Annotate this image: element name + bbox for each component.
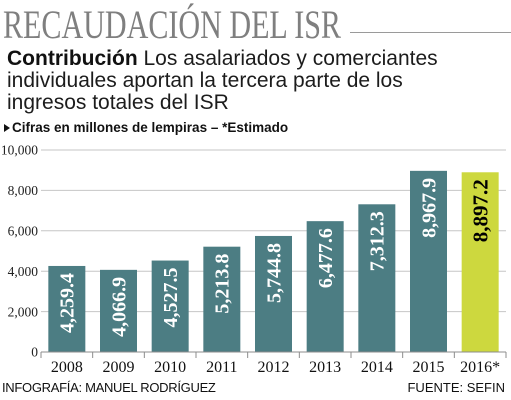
y-tick-label-0: 0 — [31, 345, 38, 360]
chart-title: RECAUDACIÓN DEL ISR — [3, 2, 341, 46]
bar-2014 — [358, 204, 396, 352]
y-tick-label-8000: 8,000 — [8, 183, 39, 198]
x-tick-label-2008: 2008 — [51, 359, 83, 376]
y-tick-label-10000: 10,000 — [1, 143, 38, 158]
bar-2010 — [151, 260, 189, 352]
x-tick-label-2014: 2014 — [361, 359, 393, 376]
x-tick-label-2009: 2009 — [103, 359, 135, 376]
bar-2015 — [410, 170, 447, 352]
x-tick-label-2012: 2012 — [258, 359, 290, 376]
data-label-2011: 5,213.8 — [212, 254, 234, 314]
x-tick-label-2011: 2011 — [206, 359, 237, 376]
bar-2009 — [100, 269, 137, 352]
units-note: Cifras en millones de lempiras – *Estima… — [4, 120, 288, 136]
bar-2008 — [48, 265, 86, 352]
bar-2012 — [255, 235, 292, 352]
x-tick-label-2015: 2015 — [413, 359, 445, 376]
data-label-2015: 8,967.9 — [418, 178, 440, 238]
y-tick-label-6000: 6,000 — [8, 224, 39, 239]
data-label-2012: 5,744.8 — [263, 243, 285, 303]
source-credit: FUENTE: SEFIN — [407, 380, 505, 395]
subtitle-lead: Contribución — [7, 47, 138, 70]
triangle-right-icon — [4, 124, 10, 132]
footer: INFOGRAFÍA: MANUEL RODRÍGUEZ FUENTE: SEF… — [2, 380, 505, 396]
data-label-2008: 4,259.4 — [57, 273, 79, 333]
x-tick-label-2010: 2010 — [154, 359, 186, 376]
y-tick-label-4000: 4,000 — [8, 264, 39, 279]
bar-2011 — [203, 246, 241, 352]
y-tick-label-2000: 2,000 — [8, 304, 39, 319]
data-label-2013: 6,477.6 — [315, 228, 337, 288]
units-note-text: Cifras en millones de lempiras – *Estima… — [12, 120, 289, 135]
chart-subtitle: Contribución Los asalariados y comercian… — [7, 48, 462, 114]
data-label-2014: 7,312.3 — [367, 211, 389, 271]
title-banner: RECAUDACIÓN DEL ISR — [3, 2, 511, 46]
infographic-credit: INFOGRAFÍA: MANUEL RODRÍGUEZ — [2, 380, 216, 395]
data-label-2009: 4,066.9 — [108, 277, 130, 337]
bar-2013 — [306, 221, 344, 352]
subtitle-text: Los asalariados y comerciantes individua… — [7, 47, 438, 114]
data-label-2016: 8,897.2 — [468, 179, 492, 242]
x-tick-label-2016: 2016* — [460, 359, 500, 376]
x-tick-label-2013: 2013 — [309, 359, 341, 376]
data-label-2010: 4,527.5 — [160, 268, 182, 328]
bar-chart: 0 2,000 4,000 6,000 8,000 10,000 4,259.4 2008 4,… — [1, 143, 507, 376]
bar-2016 — [461, 172, 499, 352]
